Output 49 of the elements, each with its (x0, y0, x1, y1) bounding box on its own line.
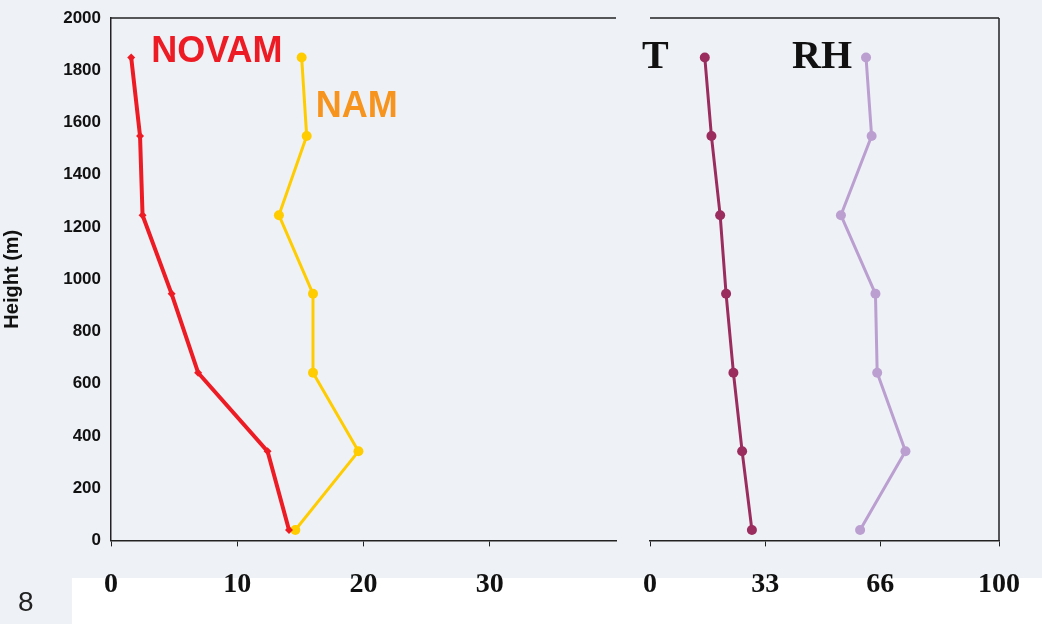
text: 8 (18, 586, 34, 618)
point (296, 52, 307, 63)
y-tick-label: 200 (72, 477, 101, 497)
x-tick-label: 100 (978, 567, 1020, 599)
y-tick-label: 1200 (63, 216, 101, 236)
point (835, 210, 846, 221)
x-tick-label: 66 (866, 567, 895, 599)
y-axis-title: Height (m) (0, 229, 22, 329)
point (706, 131, 717, 142)
x-tick-label: 20 (349, 567, 378, 599)
x-tick-label: 33 (751, 567, 780, 599)
point (855, 524, 866, 535)
y-tick-label: 2000 (63, 7, 101, 27)
point (728, 367, 739, 378)
point (900, 446, 911, 457)
point (127, 53, 136, 62)
point (273, 210, 284, 221)
point (746, 524, 757, 535)
y-tick-label: 800 (72, 321, 101, 341)
y-tick-label: 1000 (63, 268, 101, 288)
y-tick-label: 0 (91, 530, 101, 550)
x-tick-label: 10 (223, 567, 252, 599)
point (721, 288, 732, 299)
y-tick-label: 400 (72, 425, 101, 445)
y-tick-label: 1800 (63, 59, 101, 79)
point (167, 289, 176, 298)
point (715, 210, 726, 221)
series-label: NOVAM (151, 29, 283, 71)
point (194, 368, 203, 377)
point (263, 447, 272, 456)
point (308, 288, 318, 299)
point (872, 367, 883, 378)
y-tick-label: 1400 (63, 164, 101, 184)
series-label: NAM (315, 84, 398, 126)
point (308, 367, 318, 378)
point (870, 288, 881, 299)
point (301, 131, 312, 142)
point (353, 446, 364, 457)
y-tick-label: 600 (72, 373, 101, 393)
point (699, 52, 710, 63)
point (866, 131, 877, 142)
x-tick-label: 0 (643, 567, 657, 599)
x-tick-label: 30 (475, 567, 504, 599)
series-label: RH (792, 31, 853, 77)
point (737, 446, 748, 457)
point (861, 52, 872, 63)
series-label: T (642, 31, 670, 77)
point (138, 211, 147, 220)
y-tick-label: 1600 (63, 112, 101, 132)
